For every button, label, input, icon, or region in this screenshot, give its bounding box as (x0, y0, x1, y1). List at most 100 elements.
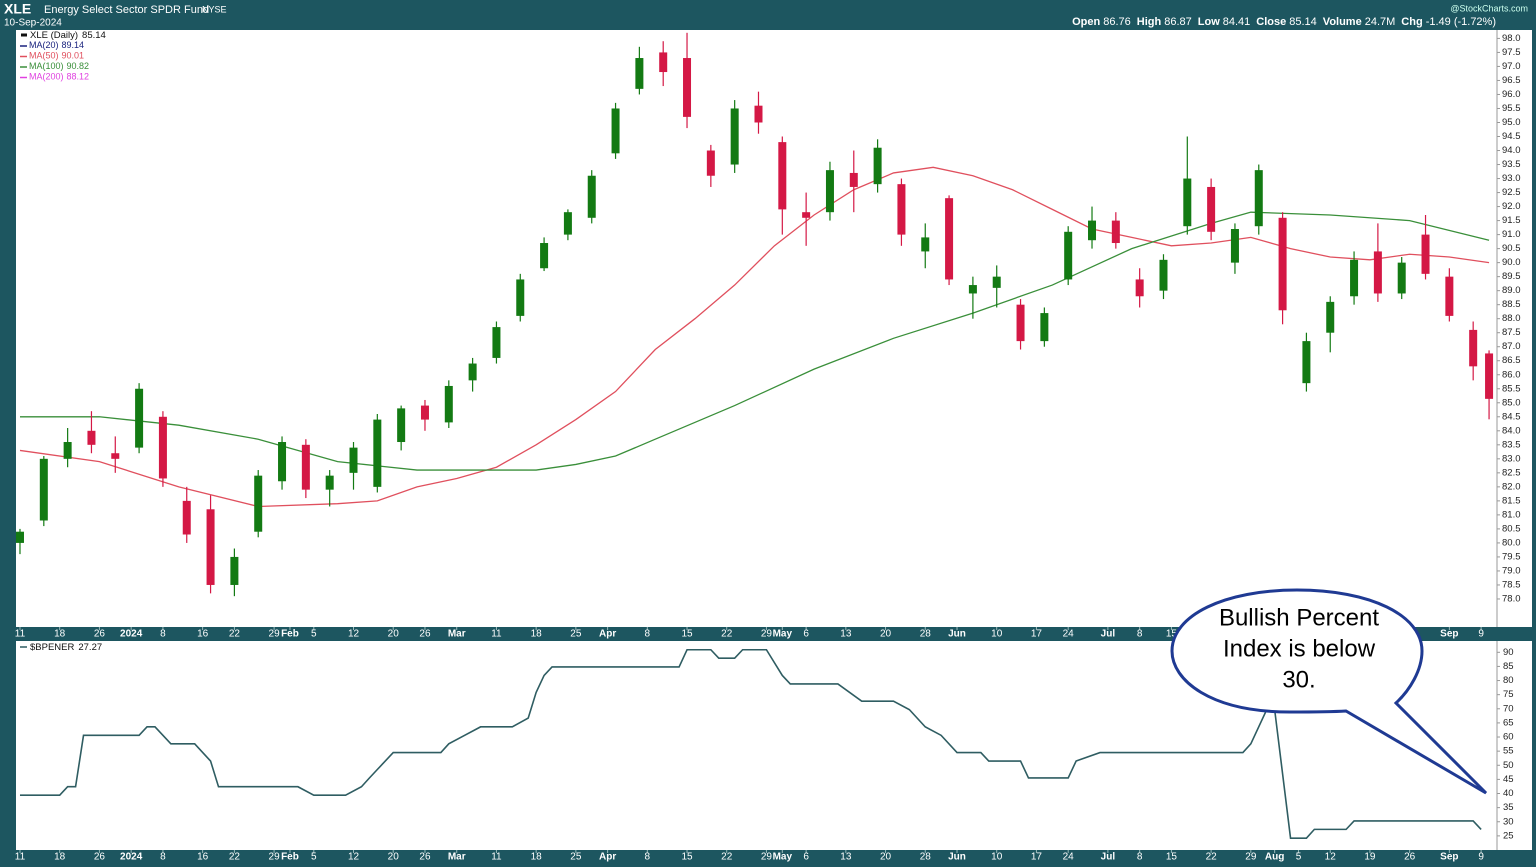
x-tick-label: 2024 (120, 629, 143, 640)
x-tick-label: 10 (991, 852, 1003, 863)
y-tick-label: 91.5 (1502, 215, 1521, 226)
x-tick-label: 2024 (120, 852, 143, 863)
callout-bubble (1170, 588, 1488, 795)
candle-body (1135, 279, 1144, 297)
y-tick-label: 82.5 (1502, 467, 1521, 478)
x-tick-label: Apr (599, 629, 616, 640)
y-tick-label: 75 (1503, 689, 1514, 700)
x-tick-label: 20 (880, 852, 892, 863)
stat-value: 86.87 (1164, 16, 1192, 28)
candle-body (706, 150, 715, 176)
x-tick-label: 26 (94, 629, 106, 640)
legend-name: MA(100) (29, 61, 64, 71)
y-tick-label: 94.5 (1502, 131, 1521, 142)
price-panel (16, 30, 1532, 627)
y-tick-label: 81.5 (1502, 495, 1521, 506)
x-tick-label: 11 (15, 629, 26, 640)
y-tick-label: 65 (1503, 717, 1514, 728)
x-tick-label: 26 (419, 629, 431, 640)
x-tick-label: 29 (1245, 852, 1257, 863)
x-tick-label: 18 (531, 629, 543, 640)
legend-entry: XLE (Daily) 85.14 (30, 30, 106, 41)
x-tick-label: Mar (448, 629, 466, 640)
y-tick-label: 96.5 (1502, 75, 1521, 86)
x-tick-label: May (773, 629, 793, 640)
candle-body (1040, 313, 1049, 342)
y-tick-label: 80.0 (1502, 537, 1521, 548)
x-tick-label: 8 (160, 852, 166, 863)
candle-body (1350, 259, 1359, 297)
x-tick-label: 18 (54, 852, 66, 863)
candle-body (63, 442, 72, 459)
candle-body (444, 385, 453, 423)
y-tick-label: 84.5 (1502, 411, 1521, 422)
legend-name: MA(20) (29, 40, 59, 50)
stat-value: 86.76 (1103, 16, 1131, 28)
y-tick-label: 90 (1503, 647, 1514, 658)
stat-value: -1.49 (-1.72%) (1426, 16, 1496, 28)
x-tick-label: 6 (803, 629, 809, 640)
legend-value: 89.14 (62, 40, 85, 50)
x-tick-label: 28 (920, 852, 932, 863)
legend-entry: MA(20) 89.14 (29, 40, 84, 50)
candle-body (1254, 170, 1263, 227)
x-tick-label: 20 (388, 629, 400, 640)
y-tick-label: 80.5 (1502, 523, 1521, 534)
candle-body (111, 453, 120, 459)
candle-body (158, 416, 167, 479)
legend-value: 90.82 (67, 61, 90, 71)
candle-body (897, 184, 906, 235)
legend-name: MA(200) (29, 72, 64, 82)
stat-label: Open (1072, 16, 1100, 28)
x-tick-label: 8 (645, 852, 651, 863)
candle-body (373, 419, 382, 487)
x-tick-label: Jun (948, 629, 966, 640)
candle-body (659, 52, 668, 73)
x-tick-label: 20 (388, 852, 400, 863)
y-tick-label: 45 (1503, 774, 1514, 785)
candle-body (1469, 329, 1478, 367)
candle-body (182, 500, 191, 535)
exchange: NYSE (202, 4, 227, 14)
x-tick-label: 9 (1478, 629, 1484, 640)
indicator-line (19, 648, 1482, 839)
x-tick-label: 18 (54, 629, 66, 640)
y-tick-label: 92.5 (1502, 187, 1521, 198)
candle-body (230, 556, 239, 585)
y-tick-label: 95.0 (1502, 117, 1521, 128)
fund-name: Energy Select Sector SPDR Fund (44, 4, 209, 16)
x-tick-label: 20 (880, 629, 892, 640)
stat-label: Chg (1401, 16, 1422, 28)
legend-entry: $BPENER 27.27 (30, 642, 102, 653)
candle-body (1183, 178, 1192, 227)
y-tick-label: 78.0 (1502, 593, 1521, 604)
legend-entry: MA(200) 88.12 (29, 72, 89, 82)
y-tick-label: 80 (1503, 675, 1514, 686)
callout-line: Index is below (1223, 635, 1376, 662)
x-tick-label: 16 (197, 852, 209, 863)
y-tick-label: 88.5 (1502, 299, 1521, 310)
candle-body (420, 405, 429, 420)
stats: Open 86.76 High 86.87 Low 84.41 Close 85.14 Volu… (1072, 16, 1496, 28)
y-tick-label: 85 (1503, 661, 1514, 672)
candle-body (39, 458, 48, 521)
candle-body (873, 147, 882, 185)
legend-value: 27.27 (78, 642, 102, 653)
x-tick-label: 5 (311, 629, 317, 640)
x-tick-label: 29 (761, 629, 773, 640)
x-tick-label: 9 (1478, 852, 1484, 863)
x-tick-label: 15 (1166, 852, 1178, 863)
candle-body (206, 509, 215, 585)
y-tick-label: 95.5 (1502, 103, 1521, 114)
x-tick-label: 29 (269, 629, 281, 640)
x-tick-label: 17 (1031, 629, 1043, 640)
y-tick-label: 85.5 (1502, 383, 1521, 394)
y-tick-label: 97.5 (1502, 47, 1521, 58)
candle-body (1445, 276, 1454, 316)
x-tick-label: 8 (1137, 629, 1143, 640)
x-tick-label: Jun (948, 852, 966, 863)
y-tick-label: 79.0 (1502, 565, 1521, 576)
x-tick-label: 22 (1206, 852, 1218, 863)
legend-entry: MA(100) 90.82 (29, 61, 89, 71)
candle-body (802, 212, 811, 218)
